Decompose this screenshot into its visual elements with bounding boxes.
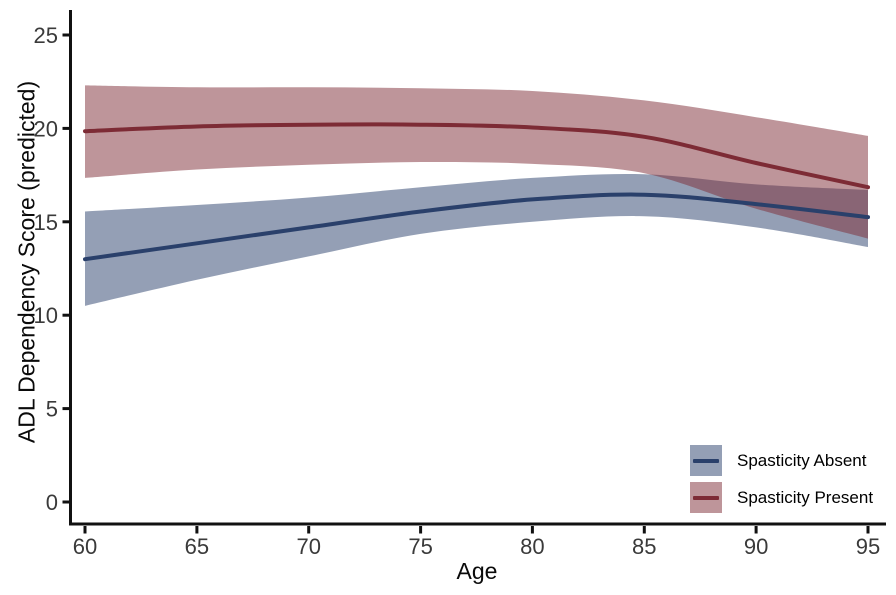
x-tick-label: 65	[185, 534, 209, 559]
x-tick-label: 60	[73, 534, 97, 559]
legend-label-present: Spasticity Present	[737, 487, 874, 507]
legend-swatch-absent	[690, 445, 722, 476]
y-axis-title: ADL Dependency Score (predicted)	[13, 80, 40, 444]
legend-swatch-line-present	[693, 495, 719, 500]
x-tick-label: 80	[520, 534, 544, 559]
trend-line-1	[83, 122, 870, 190]
x-tick-label: 95	[856, 534, 880, 559]
x-axis-title: Age	[456, 558, 498, 584]
x-tick-label: 75	[408, 534, 432, 559]
ci-band-0	[85, 173, 868, 306]
y-tick-label: 15	[34, 210, 58, 235]
legend-item-spasticity-present: Spasticity Present	[690, 482, 873, 513]
legend-swatch-line-absent	[693, 458, 719, 463]
y-tick-label: 10	[34, 303, 58, 328]
legend-item-spasticity-absent: Spasticity Absent	[690, 445, 873, 476]
y-tick-label: 25	[34, 23, 58, 48]
legend-swatch-present	[690, 482, 722, 513]
legend: Spasticity Absent Spasticity Present	[690, 445, 873, 519]
y-tick-label: 20	[34, 116, 58, 141]
y-tick-label: 0	[46, 490, 58, 515]
legend-label-absent: Spasticity Absent	[737, 450, 867, 470]
x-tick-label: 70	[296, 534, 320, 559]
x-tick-label: 90	[744, 534, 768, 559]
x-tick-label: 85	[632, 534, 656, 559]
trend-line-0	[83, 192, 870, 262]
y-tick-label: 5	[46, 397, 58, 422]
